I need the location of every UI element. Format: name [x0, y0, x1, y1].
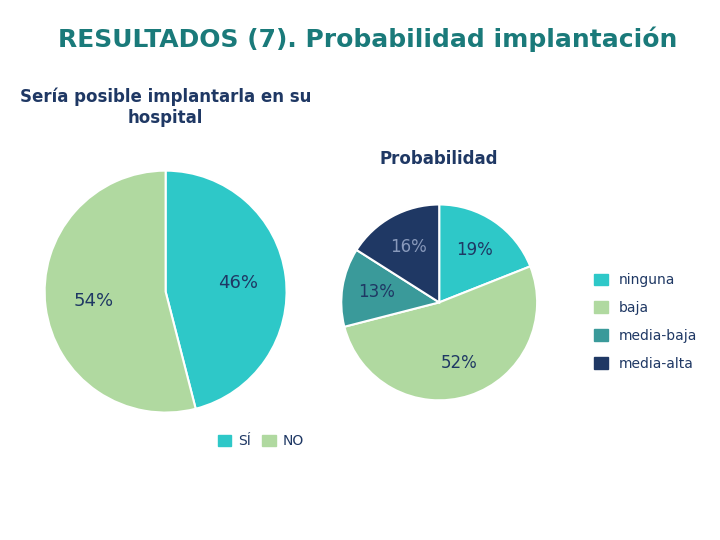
- Wedge shape: [344, 266, 537, 400]
- Text: 16%: 16%: [390, 238, 427, 255]
- Text: 54%: 54%: [73, 292, 114, 310]
- Title: Sería posible implantarla en su
hospital: Sería posible implantarla en su hospital: [20, 88, 311, 127]
- Title: Probabilidad: Probabilidad: [380, 150, 498, 168]
- Wedge shape: [439, 205, 530, 302]
- Text: 19%: 19%: [456, 241, 493, 259]
- Text: 46%: 46%: [217, 273, 258, 292]
- Wedge shape: [45, 171, 196, 413]
- Wedge shape: [356, 205, 439, 302]
- Text: RESULTADOS (7). Probabilidad implantación: RESULTADOS (7). Probabilidad implantació…: [58, 27, 677, 52]
- Text: 13%: 13%: [358, 284, 395, 301]
- Legend: ninguna, baja, media-baja, media-alta: ninguna, baja, media-baja, media-alta: [588, 268, 703, 376]
- Legend: SÍ, NO: SÍ, NO: [212, 429, 310, 454]
- Wedge shape: [166, 171, 287, 409]
- Wedge shape: [341, 250, 439, 327]
- Text: 52%: 52%: [441, 354, 477, 372]
